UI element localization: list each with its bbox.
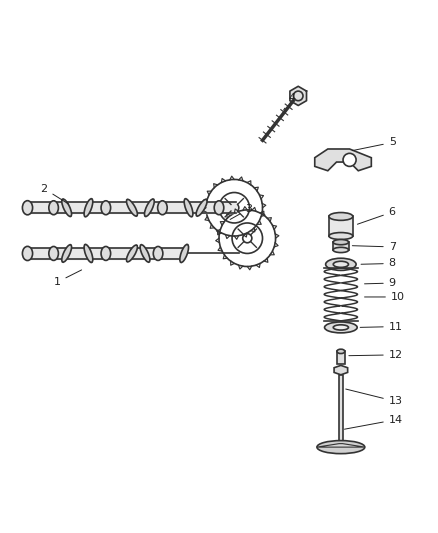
Text: 3: 3 <box>230 204 252 220</box>
Ellipse shape <box>325 258 356 270</box>
Polygon shape <box>334 366 348 375</box>
Ellipse shape <box>62 245 71 262</box>
Text: 7: 7 <box>352 242 396 252</box>
Ellipse shape <box>101 246 111 261</box>
Ellipse shape <box>62 199 71 216</box>
Text: 6: 6 <box>357 207 396 224</box>
Bar <box>333 242 349 250</box>
Ellipse shape <box>329 232 353 239</box>
Ellipse shape <box>49 201 58 215</box>
Text: 13: 13 <box>346 389 403 407</box>
Ellipse shape <box>329 213 353 220</box>
Bar <box>339 375 343 447</box>
Ellipse shape <box>49 246 58 261</box>
Text: 9: 9 <box>364 278 396 288</box>
Polygon shape <box>317 443 365 447</box>
Ellipse shape <box>84 245 93 262</box>
Text: 2: 2 <box>41 184 69 204</box>
Ellipse shape <box>317 441 365 454</box>
Polygon shape <box>315 149 371 171</box>
Text: 14: 14 <box>344 415 403 429</box>
Text: 5: 5 <box>352 138 396 151</box>
Ellipse shape <box>325 322 357 333</box>
Text: 8: 8 <box>361 259 396 269</box>
Ellipse shape <box>22 246 32 261</box>
Text: 11: 11 <box>360 321 403 332</box>
Circle shape <box>230 203 239 212</box>
Bar <box>329 216 353 236</box>
Ellipse shape <box>158 201 167 215</box>
Circle shape <box>343 154 356 166</box>
Ellipse shape <box>180 245 188 262</box>
Ellipse shape <box>140 245 150 262</box>
Ellipse shape <box>184 199 193 217</box>
Bar <box>337 351 345 365</box>
Ellipse shape <box>333 239 349 245</box>
Ellipse shape <box>127 199 138 216</box>
Text: 12: 12 <box>349 350 403 360</box>
Ellipse shape <box>145 199 154 216</box>
Circle shape <box>243 233 252 243</box>
Ellipse shape <box>333 261 349 268</box>
Polygon shape <box>290 86 307 106</box>
Ellipse shape <box>333 325 349 330</box>
Ellipse shape <box>101 201 111 215</box>
Ellipse shape <box>153 246 163 261</box>
Ellipse shape <box>333 247 349 253</box>
Ellipse shape <box>127 245 138 262</box>
Ellipse shape <box>196 199 207 216</box>
Ellipse shape <box>22 200 32 215</box>
Ellipse shape <box>214 201 224 215</box>
Ellipse shape <box>337 349 345 353</box>
Text: 1: 1 <box>53 270 81 287</box>
Text: 4: 4 <box>284 93 296 110</box>
Text: 10: 10 <box>364 292 405 302</box>
Ellipse shape <box>84 199 93 217</box>
